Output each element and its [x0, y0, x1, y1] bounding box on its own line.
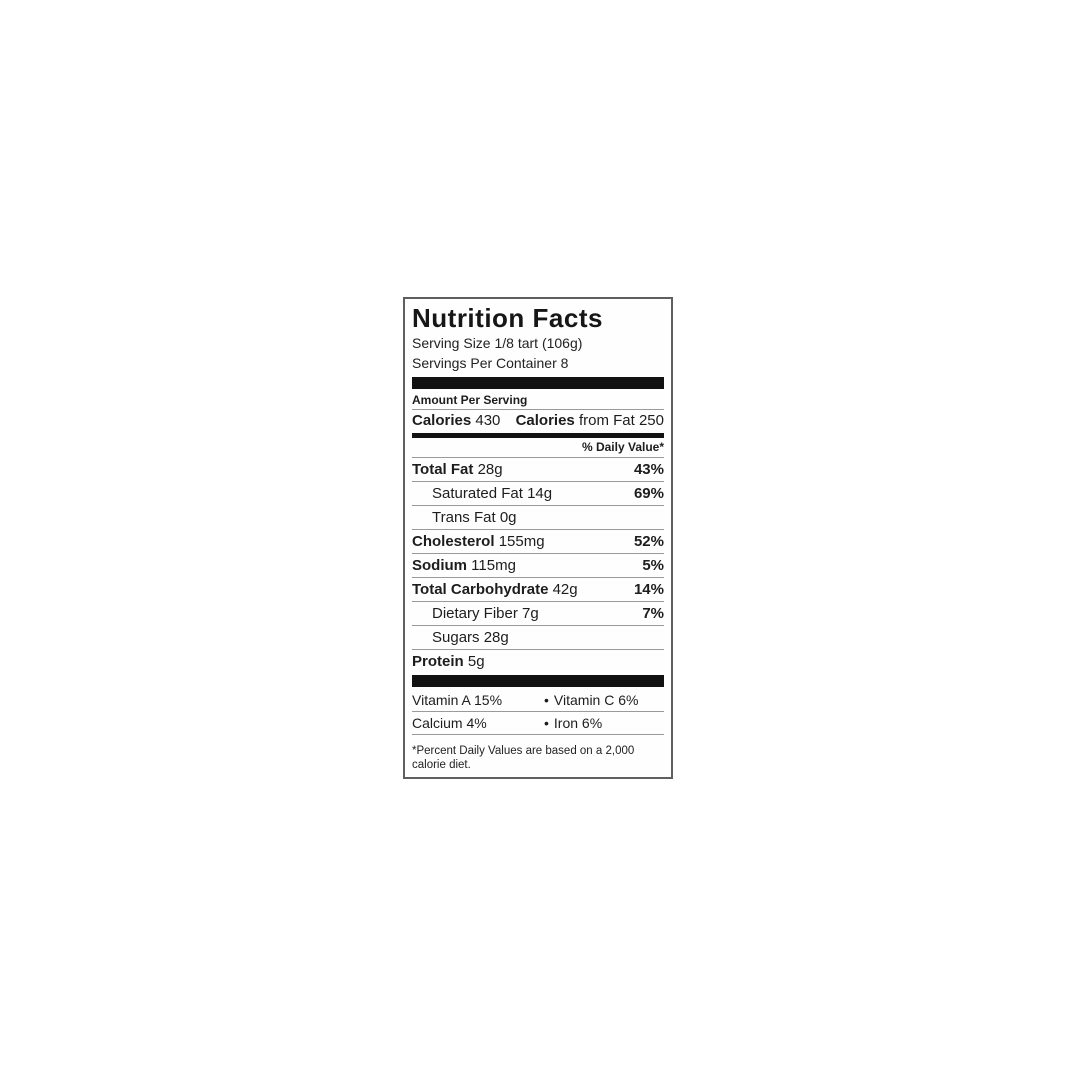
nutrient-row-cholesterol: Cholesterol 155mg 52%	[412, 530, 664, 554]
nutrient-row-saturated-fat: Saturated Fat 14g 69%	[412, 482, 664, 506]
nutrient-text: Sodium 115mg	[412, 557, 516, 574]
calories-from-fat: Calories from Fat 250	[516, 410, 664, 432]
bullet-separator: •	[544, 692, 549, 708]
calories-from-fat-label: Calories	[515, 412, 575, 429]
separator-bar-calories	[412, 433, 664, 438]
vitamin-row-2: Calcium 4% • Iron 6%	[412, 712, 664, 735]
separator-bar-top	[412, 377, 664, 389]
iron-value: Iron 6%	[553, 715, 603, 731]
nutrient-row-sugars: Sugars 28g	[412, 626, 664, 650]
nutrient-text: Total Carbohydrate 42g	[412, 581, 578, 598]
amount-per-serving-header: Amount Per Serving	[412, 392, 664, 410]
vitamin-row-1: Vitamin A 15% • Vitamin C 6%	[412, 689, 664, 712]
calories-from-fat-number: from Fat 250	[578, 412, 664, 429]
daily-value-header: % Daily Value*	[412, 438, 664, 458]
nutrient-row-total-fat: Total Fat 28g 43%	[412, 458, 664, 482]
vitamin-c-cell: • Vitamin C 6%	[544, 689, 638, 711]
nutrient-dv: 7%	[642, 605, 664, 622]
nutrient-row-trans-fat: Trans Fat 0g	[412, 506, 664, 530]
calcium-value: Calcium 4%	[412, 715, 487, 731]
nutrient-dv: 14%	[633, 581, 664, 598]
calories-label: Calories	[412, 412, 472, 429]
vitamin-a-value: Vitamin A 15%	[412, 692, 503, 708]
iron-cell: • Iron 6%	[544, 712, 602, 734]
bullet-separator: •	[544, 715, 549, 731]
nutrient-row-total-carbohydrate: Total Carbohydrate 42g 14%	[412, 578, 664, 602]
calories-row: Calories 430 Calories from Fat 250	[412, 410, 664, 432]
daily-value-footnote: *Percent Daily Values are based on a 2,0…	[412, 745, 635, 771]
nutrient-text: Cholesterol 155mg	[412, 533, 545, 550]
nutrient-dv: 52%	[633, 533, 664, 550]
nutrition-facts-label: Nutrition Facts Serving Size 1/8 tart (1…	[403, 297, 673, 779]
nutrient-dv: 5%	[642, 557, 664, 574]
separator-bar-protein	[412, 675, 664, 687]
nutrient-row-protein: Protein 5g	[412, 650, 664, 673]
nutrient-dv: 43%	[633, 461, 664, 478]
nutrient-text: Protein 5g	[412, 653, 485, 670]
calories-number: 430	[475, 412, 501, 429]
nutrient-row-sodium: Sodium 115mg 5%	[412, 554, 664, 578]
serving-size-line: Serving Size 1/8 tart (106g)	[412, 335, 583, 351]
nutrient-row-dietary-fiber: Dietary Fiber 7g 7%	[412, 602, 664, 626]
nutrient-text: Sugars 28g	[432, 629, 509, 646]
label-title: Nutrition Facts	[412, 303, 603, 333]
nutrient-text: Saturated Fat 14g	[432, 485, 553, 502]
calories-value: Calories 430	[412, 410, 500, 432]
servings-per-container-line: Servings Per Container 8	[412, 355, 569, 371]
nutrient-dv: 69%	[633, 485, 664, 502]
nutrient-text: Trans Fat 0g	[432, 509, 517, 526]
vitamin-c-value: Vitamin C 6%	[553, 692, 639, 708]
nutrient-text: Total Fat 28g	[412, 461, 503, 478]
nutrient-text: Dietary Fiber 7g	[432, 605, 539, 622]
